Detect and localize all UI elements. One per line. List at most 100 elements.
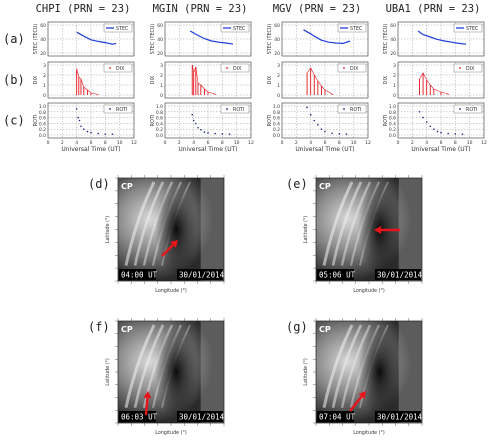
legend-box (103, 104, 133, 114)
panel-label: (d) (88, 177, 110, 191)
y-tick-label: 0.6 (273, 116, 280, 122)
x-tick-label: 4 (75, 140, 78, 146)
chart-panel: 3 2 1 0 DIX DIX (267, 61, 369, 99)
y-tick-label: 1 (43, 83, 46, 89)
roti-point (461, 133, 464, 135)
time-box (119, 269, 156, 280)
image-shade (398, 321, 422, 423)
x-tick-label: 8 (454, 140, 457, 146)
roti-point (436, 130, 439, 133)
legend-label: STEC (466, 26, 479, 32)
date-box (177, 411, 223, 422)
image-date: 30/01/2014 (179, 271, 225, 280)
roti-point (447, 132, 449, 135)
legend-label: STEC (116, 26, 129, 32)
plasma-bubble (155, 326, 198, 418)
y-tick-label: 0.0 (39, 133, 46, 139)
x-tick-label: 8 (104, 140, 107, 146)
legend-box (453, 104, 483, 114)
x-tick-label: 10 (234, 140, 240, 146)
y-axis-label: STEC (TECU) (267, 24, 273, 55)
y-axis-label: ROTI (150, 115, 156, 126)
x-tick-label: 4 (309, 140, 312, 146)
image-date: 30/01/2014 (377, 271, 423, 280)
image-xlabel: Longitude (°) (353, 430, 385, 436)
x-tick-label: 2 (178, 140, 181, 146)
x-tick-label: 12 (365, 140, 371, 146)
y-axis-label: DIX (150, 75, 156, 84)
legend-label: DIX (466, 66, 475, 72)
chart-panel: 3 2 1 0 DIX DIX (33, 61, 135, 99)
y-tick-label: 0.6 (156, 116, 163, 122)
image-frame (315, 320, 423, 424)
arrow-head (143, 391, 152, 399)
date-box (177, 269, 223, 280)
airglow-band (340, 324, 372, 408)
arrow-shaft (161, 244, 174, 257)
arrow-head (170, 240, 178, 248)
roti-point (345, 133, 348, 135)
y-tick-label: 0.4 (273, 121, 280, 127)
image-time: 04:00 UT (121, 271, 158, 280)
roti-point (331, 132, 333, 135)
corner-label: CP (121, 182, 133, 191)
roti-point (80, 125, 82, 128)
roti-point (78, 119, 81, 122)
airglow-band (322, 181, 354, 266)
roti-point (195, 122, 197, 125)
legend-label: DIX (350, 66, 359, 72)
station-title: MGV (PRN = 23) (273, 3, 362, 15)
chart-panel: 1.00.80.60.40.20.0 ROTI ROTI 0 2 4 6 8 10 12 Unive… (150, 102, 254, 153)
airglow-image: (e) Longitude (°) Latitude (°) CP 05:06 UT 30… (286, 175, 423, 294)
roti-point (214, 132, 216, 135)
airglow-band (322, 324, 354, 409)
y-tick-label: 40 (274, 37, 280, 43)
y-tick-label: 0.8 (39, 110, 46, 116)
x-tick-label: 2 (295, 140, 298, 146)
roti-point (338, 133, 341, 135)
y-tick-label: 1.0 (389, 104, 396, 110)
x-tick-label: 4 (192, 140, 195, 146)
stec-line (417, 30, 467, 45)
y-tick-label: 0.2 (389, 127, 396, 133)
time-box (317, 269, 354, 280)
legend-box (220, 104, 250, 114)
legend-swatch (109, 67, 111, 69)
x-tick-label: 2 (61, 140, 64, 146)
y-tick-label: 60 (390, 23, 396, 29)
x-tick-label: 2 (411, 140, 414, 146)
y-tick-label: 0.4 (156, 121, 163, 127)
y-tick-label: 40 (390, 37, 396, 43)
roti-point (433, 128, 435, 130)
y-axis-label: DIX (267, 75, 273, 84)
y-tick-label: 60 (157, 23, 163, 29)
y-tick-label: 3 (393, 63, 396, 69)
legend-swatch (459, 67, 461, 69)
legend-swatch (343, 67, 345, 69)
y-tick-label: 2 (160, 73, 163, 79)
arrow-head (374, 226, 381, 234)
legend-box (220, 63, 250, 73)
x-tick-label: 0 (281, 140, 284, 146)
y-tick-label: 1.0 (156, 104, 163, 110)
y-axis-label: DIX (383, 75, 389, 84)
panel-label: (e) (286, 177, 308, 191)
y-tick-label: 0.4 (39, 121, 46, 127)
x-axis-label: Universal Time (UT) (61, 146, 120, 153)
arrow-shaft (349, 395, 363, 412)
y-tick-label: 20 (40, 51, 46, 57)
roti-point (313, 119, 316, 122)
legend-swatch (109, 108, 111, 110)
station-title: MGIN (PRN = 23) (153, 3, 248, 15)
airglow-band (133, 181, 165, 266)
x-tick-label: 6 (90, 140, 93, 146)
legend-box (103, 63, 133, 73)
roti-point (425, 121, 428, 123)
y-tick-label: 0.2 (39, 127, 46, 133)
corner-label: CP (319, 182, 331, 191)
legend-label: ROTI (233, 107, 244, 113)
airglow-band (124, 181, 156, 266)
